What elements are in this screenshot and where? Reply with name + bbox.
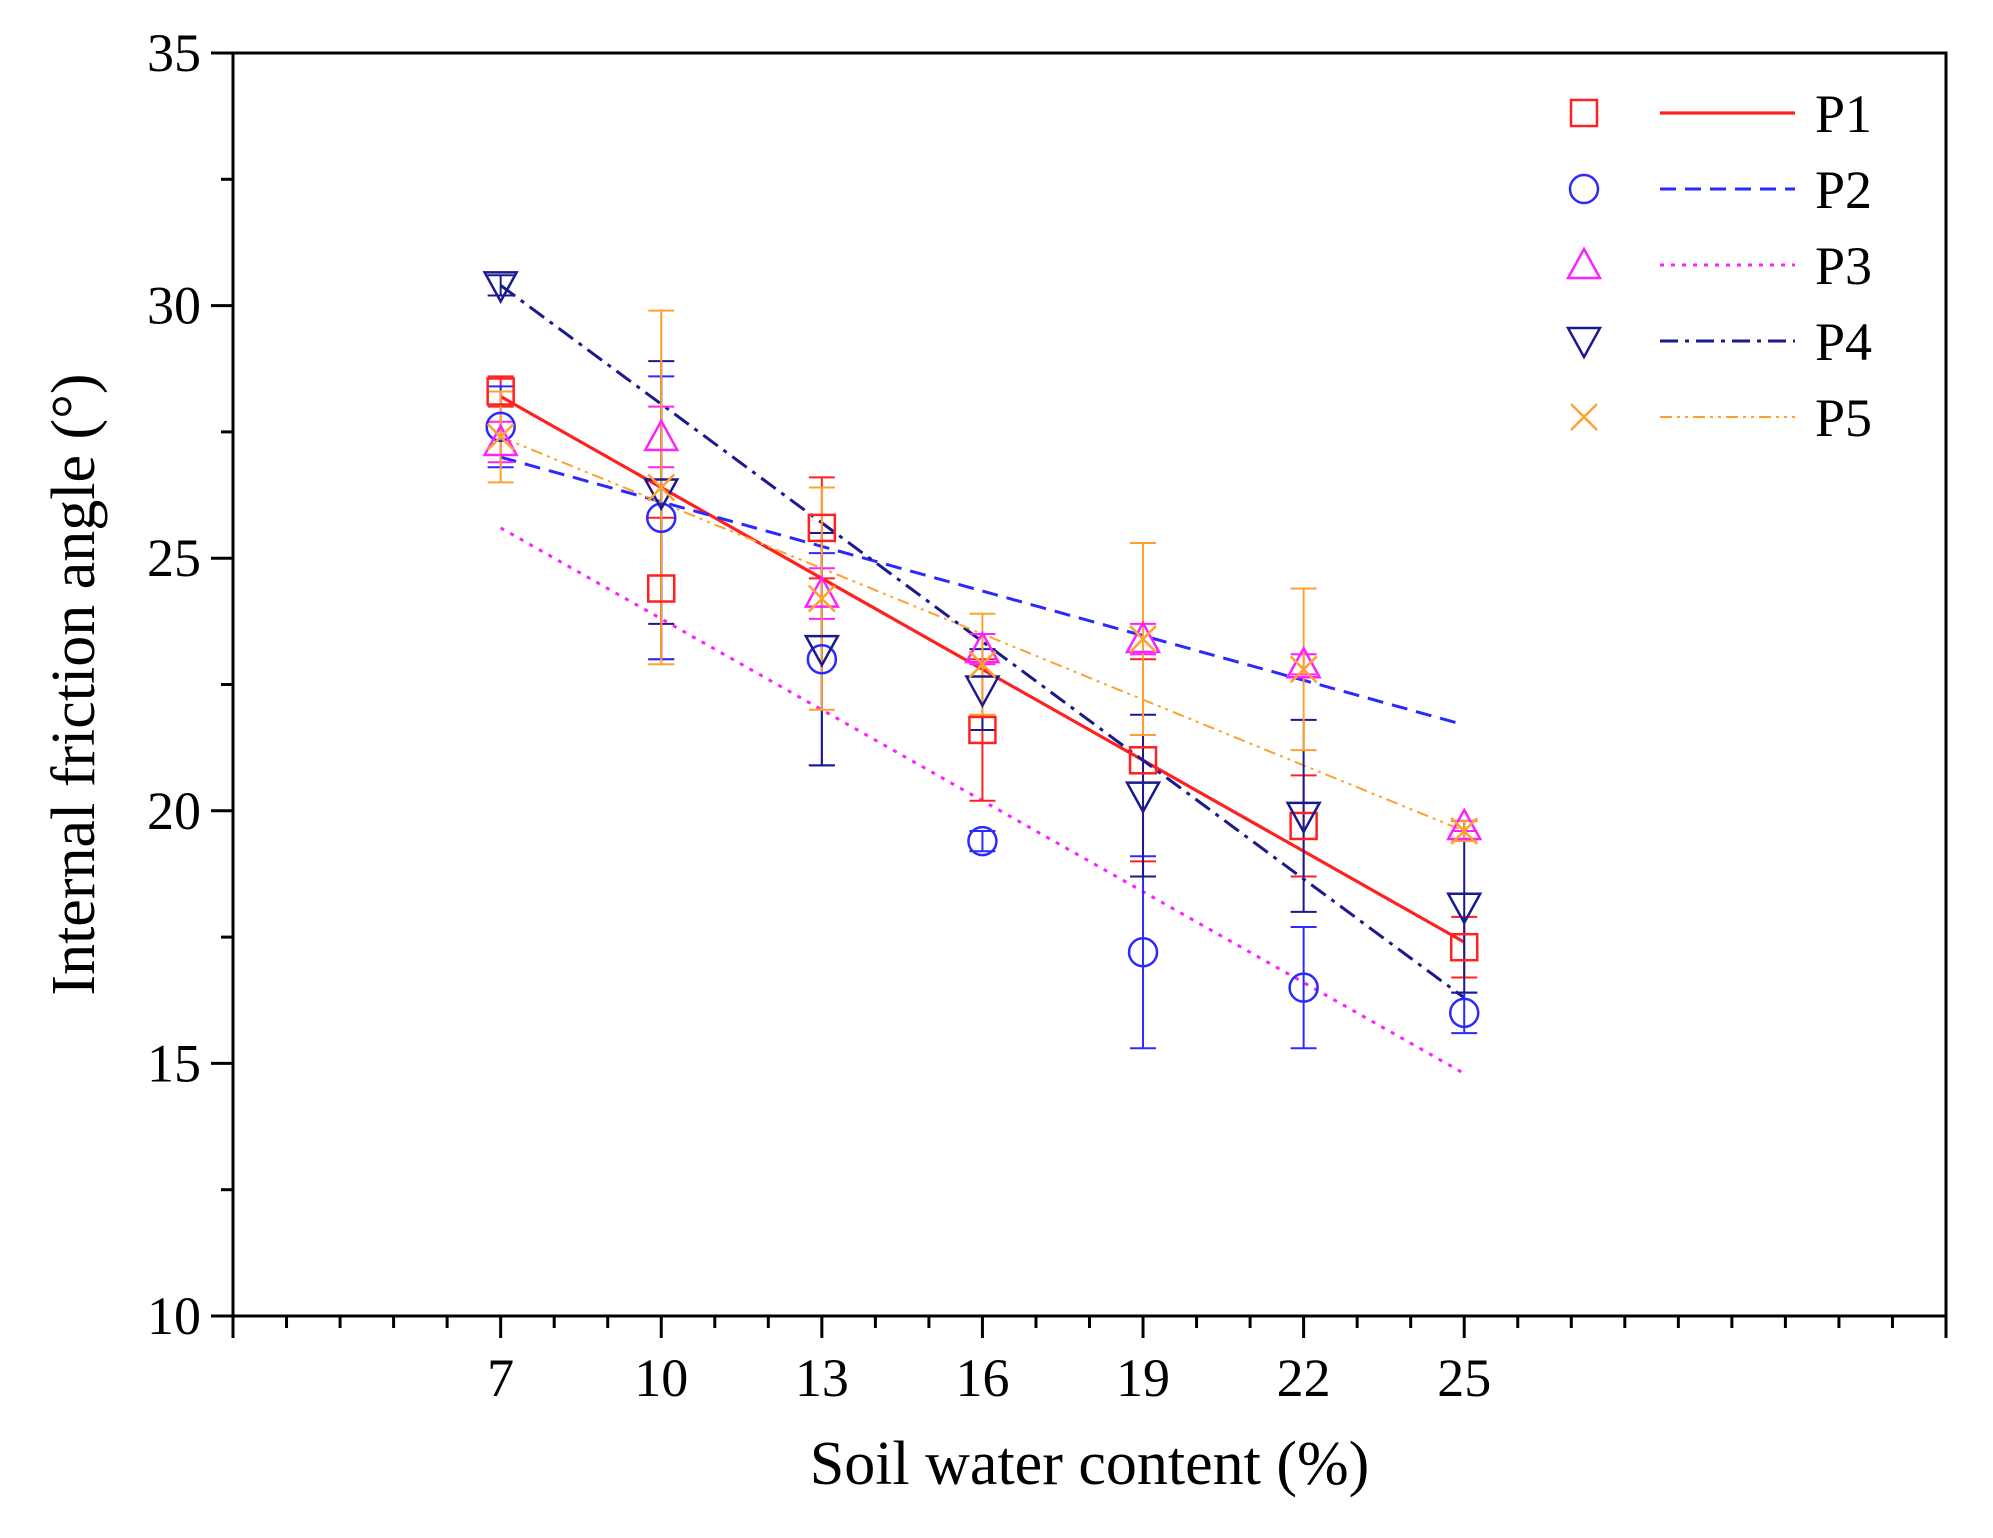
data-point-p4 [1285, 801, 1322, 835]
x-tick-label: 22 [1277, 1348, 1331, 1408]
data-point-p5 [1450, 817, 1479, 845]
legend-marker-p3 [1565, 246, 1603, 280]
data-point-p3 [1124, 620, 1162, 654]
y-tick-label: 15 [147, 1033, 201, 1093]
data-point-p3 [964, 630, 1001, 664]
data-point-p5 [486, 423, 515, 451]
x-axis-title: Soil water content (%) [810, 1430, 1370, 1498]
data-point-p1 [647, 574, 676, 603]
error-bar-p2 [969, 830, 996, 853]
legend-marker-p4 [1565, 326, 1603, 360]
axes: 7 10 13 16 19 22 25 10 15 20 25 30 35 [147, 23, 1948, 1408]
legend-label-p2: P2 [1815, 160, 1872, 220]
legend-item-p5: P5 [1570, 388, 1872, 448]
y-tick-label: 25 [147, 528, 201, 588]
legend-marker-p1 [1569, 98, 1599, 128]
data-point-p2 [1448, 997, 1480, 1029]
data-point-p5 [968, 650, 997, 679]
legend-label-p3: P3 [1815, 236, 1872, 296]
legend-marker-p5 [1570, 403, 1598, 431]
legend-label-p5: P5 [1815, 388, 1872, 448]
data-point-p2 [806, 643, 838, 675]
data-point-p2 [967, 825, 998, 857]
data-point-p4 [1124, 781, 1162, 815]
data-point-p2 [485, 411, 516, 443]
plot-frame [231, 51, 1948, 1318]
data-point-p5 [807, 584, 836, 613]
data-point-p4 [964, 675, 1001, 709]
legend-label-p4: P4 [1815, 312, 1872, 372]
x-tick-label: 13 [795, 1348, 849, 1408]
data-point-p5 [647, 473, 676, 502]
x-tick-label: 19 [1116, 1348, 1170, 1408]
y-tick-label: 10 [147, 1286, 201, 1346]
x-tick-label: 10 [634, 1348, 688, 1408]
data-point-p2 [1127, 937, 1159, 968]
data-points [482, 271, 1483, 1029]
data-point-p1 [968, 715, 997, 745]
data-point-p1 [1449, 932, 1479, 962]
data-point-p3 [482, 423, 519, 457]
legend-item-p3: P3 [1565, 236, 1872, 296]
legend-label-p1: P1 [1815, 84, 1872, 144]
y-tick-label: 20 [147, 781, 201, 841]
error-bar-p4 [487, 274, 514, 297]
x-tick-label: 25 [1437, 1348, 1491, 1408]
y-tick-label: 30 [147, 276, 201, 336]
data-point-p2 [1288, 972, 1319, 1003]
data-point-p1 [807, 513, 837, 543]
error-bar-p2 [1290, 925, 1317, 1050]
data-point-p5 [1129, 625, 1157, 653]
data-point-p5 [1289, 655, 1318, 684]
data-point-p2 [646, 502, 677, 534]
legend-item-p1: P1 [1569, 84, 1872, 144]
data-point-p1 [1289, 811, 1318, 841]
data-point-p3 [643, 418, 680, 452]
data-point-p1 [486, 377, 515, 406]
legend-item-p2: P2 [1568, 160, 1872, 220]
data-point-p4 [482, 271, 519, 304]
x-tick-label: 16 [955, 1348, 1009, 1408]
data-point-p1 [1128, 746, 1158, 775]
legend-marker-p2 [1568, 173, 1600, 205]
data-point-p4 [803, 634, 840, 668]
data-point-p4 [1446, 892, 1483, 926]
y-tick-label: 35 [147, 23, 201, 83]
y-axis-title: Internal friction angle (°) [40, 373, 108, 995]
legend: P1 P2 P3 P4 P5 [1565, 84, 1872, 448]
legend-item-p4: P4 [1565, 312, 1872, 372]
x-tick-label: 7 [487, 1348, 514, 1408]
